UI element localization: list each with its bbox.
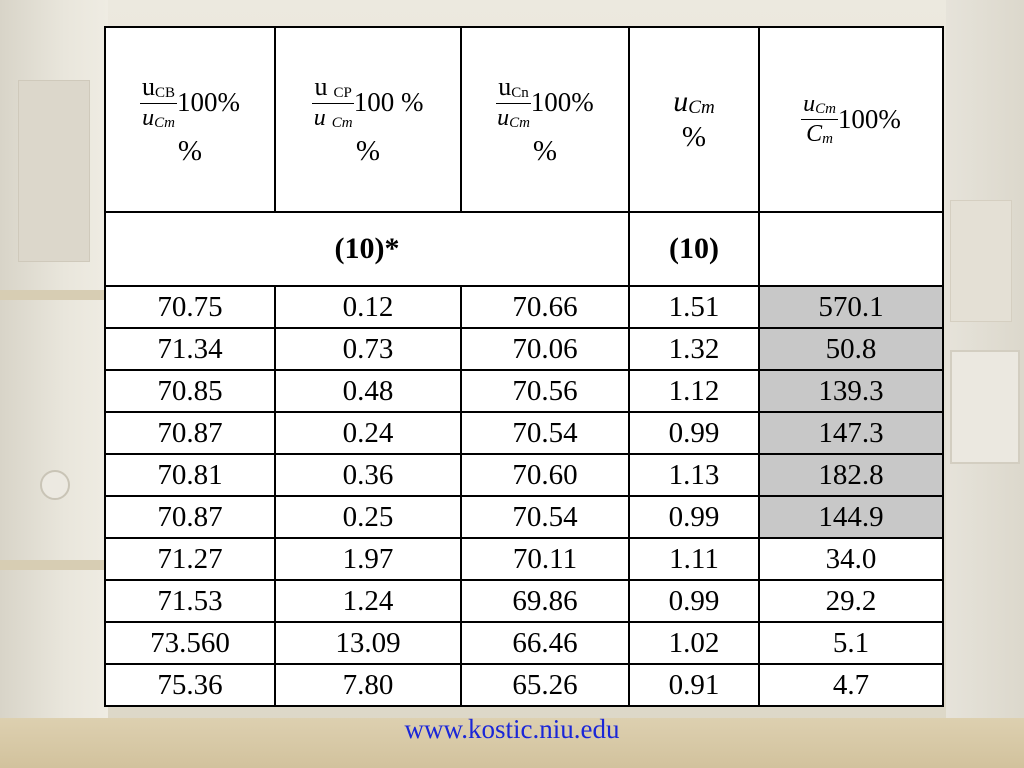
header-cell-ucb: uCB uCm 100% % <box>104 26 276 213</box>
table-row: 70.87 0.25 70.54 0.99 144.9 <box>104 495 944 539</box>
header-row: uCB uCm 100% % u CP u Cm 100 % % <box>104 26 944 213</box>
table-row: 71.53 1.24 69.86 0.99 29.2 <box>104 579 944 623</box>
table-cell-c4: 0.99 <box>628 495 760 539</box>
table-cell-c5: 147.3 <box>758 411 944 455</box>
header-cell-ucn: uCn uCm 100% % <box>460 26 630 213</box>
table-cell-c1: 75.36 <box>104 663 276 707</box>
table-cell-c2: 13.09 <box>274 621 462 665</box>
reference-col4-label: (10) <box>628 211 760 287</box>
table-row: 75.36 7.80 65.26 0.91 4.7 <box>104 663 944 707</box>
factor-label: 100% <box>837 104 901 134</box>
table-cell-c1: 71.27 <box>104 537 276 581</box>
table-cell-c3: 66.46 <box>460 621 630 665</box>
table-cell-c4: 0.99 <box>628 411 760 455</box>
table-cell-c4: 1.13 <box>628 453 760 497</box>
table-cell-c4: 0.99 <box>628 579 760 623</box>
fraction-ucp: u CP u Cm <box>312 71 354 131</box>
table-cell-c2: 0.24 <box>274 411 462 455</box>
table-cell-c1: 70.87 <box>104 411 276 455</box>
table-cell-c4: 1.51 <box>628 285 760 329</box>
table-cell-c1: 71.34 <box>104 327 276 371</box>
table-cell-c5: 139.3 <box>758 369 944 413</box>
unit-label: % <box>681 121 707 153</box>
table-cell-c3: 70.56 <box>460 369 630 413</box>
table-cell-c4: 1.11 <box>628 537 760 581</box>
table-cell-c3: 65.26 <box>460 663 630 707</box>
table-cell-c3: 70.66 <box>460 285 630 329</box>
unit-label: % <box>177 134 203 167</box>
table-row: 71.27 1.97 70.11 1.11 34.0 <box>104 537 944 581</box>
table-cell-c3: 70.54 <box>460 495 630 539</box>
reference-col5-label <box>758 211 944 287</box>
table-cell-c5: 144.9 <box>758 495 944 539</box>
reference-group-label: (10)* <box>104 211 630 287</box>
table-cell-c2: 0.25 <box>274 495 462 539</box>
table-cell-c5: 34.0 <box>758 537 944 581</box>
table-cell-c2: 1.24 <box>274 579 462 623</box>
table-cell-c5: 50.8 <box>758 327 944 371</box>
table-cell-c2: 1.97 <box>274 537 462 581</box>
fraction-ucn: uCn uCm <box>496 71 531 131</box>
unit-label: % <box>532 134 558 167</box>
table-cell-c3: 70.54 <box>460 411 630 455</box>
table-cell-c1: 70.81 <box>104 453 276 497</box>
unit-label: % <box>355 134 381 167</box>
table-cell-c1: 73.560 <box>104 621 276 665</box>
table-cell-c2: 0.36 <box>274 453 462 497</box>
table-row: 71.34 0.73 70.06 1.32 50.8 <box>104 327 944 371</box>
factor-label: 100 % <box>353 86 424 117</box>
table-row: 70.81 0.36 70.60 1.13 182.8 <box>104 453 944 497</box>
table-cell-c3: 69.86 <box>460 579 630 623</box>
table-cell-c5: 5.1 <box>758 621 944 665</box>
table-cell-c1: 70.85 <box>104 369 276 413</box>
website-link[interactable]: www.kostic.niu.edu <box>404 714 620 744</box>
table-cell-c4: 0.91 <box>628 663 760 707</box>
factor-label: 100% <box>530 86 594 117</box>
table-cell-c5: 4.7 <box>758 663 944 707</box>
table-cell-c5: 29.2 <box>758 579 944 623</box>
fraction-ucm-cm: uCm Cm <box>801 91 838 147</box>
header-cell-ucm: uCm % <box>628 26 760 213</box>
table-cell-c2: 7.80 <box>274 663 462 707</box>
factor-label: 100% <box>177 86 240 117</box>
uncertainty-table: uCB uCm 100% % u CP u Cm 100 % % <box>104 26 944 707</box>
header-cell-ucp: u CP u Cm 100 % % <box>274 26 462 213</box>
fraction-ucb: uCB uCm <box>139 71 177 131</box>
table-cell-c5: 182.8 <box>758 453 944 497</box>
table-cell-c2: 0.48 <box>274 369 462 413</box>
header-cell-ucm-over-cm: uCm Cm 100% <box>758 26 944 213</box>
table-cell-c3: 70.06 <box>460 327 630 371</box>
table-cell-c3: 70.60 <box>460 453 630 497</box>
table-cell-c1: 71.53 <box>104 579 276 623</box>
table-cell-c4: 1.32 <box>628 327 760 371</box>
reference-row: (10)* (10) <box>104 211 944 287</box>
table-cell-c1: 70.75 <box>104 285 276 329</box>
table-cell-c2: 0.73 <box>274 327 462 371</box>
table-row: 73.560 13.09 66.46 1.02 5.1 <box>104 621 944 665</box>
table-cell-c4: 1.12 <box>628 369 760 413</box>
table-row: 70.85 0.48 70.56 1.12 139.3 <box>104 369 944 413</box>
table-cell-c2: 0.12 <box>274 285 462 329</box>
table-cell-c5: 570.1 <box>758 285 944 329</box>
table-cell-c1: 70.87 <box>104 495 276 539</box>
table-row: 70.87 0.24 70.54 0.99 147.3 <box>104 411 944 455</box>
table-cell-c4: 1.02 <box>628 621 760 665</box>
table-cell-c3: 70.11 <box>460 537 630 581</box>
table-row: 70.75 0.12 70.66 1.51 570.1 <box>104 285 944 329</box>
